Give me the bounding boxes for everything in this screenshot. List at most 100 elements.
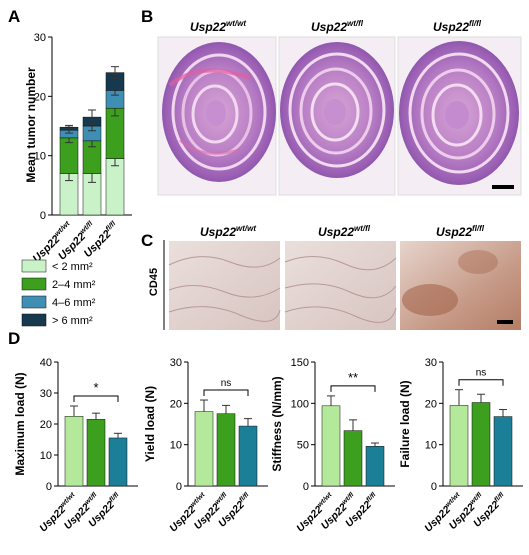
d-bar <box>194 411 214 487</box>
genotype-base: Usp22 <box>311 20 347 34</box>
a-y-tick-label: 20 <box>34 91 46 103</box>
d-y-tick-label: 100 <box>291 398 309 410</box>
genotype-sup: wt/fl <box>347 19 364 28</box>
panel-letter-b: B <box>141 7 153 26</box>
genotype-base: Usp22 <box>436 225 472 239</box>
panel-c-header-wt-wt: Usp22wt/wt <box>200 224 256 239</box>
panel-b-header-wt-wt: Usp22wt/wt <box>190 19 246 34</box>
d-ylabel: Stiffness (N/mm) <box>270 376 284 471</box>
d-bar <box>471 402 491 487</box>
genotype-base: Usp22 <box>200 225 236 239</box>
genotype-sup: fl/fl <box>472 224 485 233</box>
genotype-sup: wt/wt <box>226 19 246 28</box>
genotype-sup: wt/fl <box>469 491 484 506</box>
genotype-base: Usp22 <box>190 20 226 34</box>
a-legend-label: 2–4 mm² <box>52 279 96 291</box>
panel-c-header-wt-fl: Usp22wt/fl <box>318 224 371 239</box>
d-y-tick-label: 10 <box>170 440 182 452</box>
panel-b-header-wt-fl: Usp22wt/fl <box>311 19 364 34</box>
ihc-stain-region <box>402 284 458 316</box>
genotype-sup: wt/fl <box>84 491 99 506</box>
d-significance-label: ns <box>476 368 487 379</box>
panel-b-header-fl-fl: Usp22fl/fl <box>433 19 482 34</box>
a-legend-label: < 2 mm² <box>52 261 93 273</box>
panel-b-images: Usp22wt/wt Usp22wt/fl Usp22fl/fl <box>157 19 522 196</box>
scale-bar-c <box>497 320 513 324</box>
d-y-tick-label: 0 <box>46 481 52 493</box>
a-bar-segment <box>59 137 79 174</box>
genotype-sup: wt/wt <box>59 491 77 509</box>
he-image-fl-fl <box>399 41 519 185</box>
genotype-sup: wt/fl <box>341 491 356 506</box>
a-legend-swatch <box>21 295 47 309</box>
d-y-tick-label: 20 <box>170 398 182 410</box>
panel-c-row-label: CD45 <box>148 268 160 296</box>
d-bar <box>343 430 363 487</box>
a-y-tick-label: 30 <box>34 32 46 44</box>
d-ylabel: Failure load (N) <box>398 380 412 467</box>
genotype-base: Usp22 <box>318 225 354 239</box>
d-significance-label: ns <box>221 378 232 389</box>
d-significance-label: * <box>93 380 98 395</box>
d-y-tick-label: 30 <box>40 388 52 400</box>
panel-letter-d: D <box>8 329 20 348</box>
genotype-base: Usp22 <box>433 20 469 34</box>
panel-c-images: Usp22wt/wt Usp22wt/fl Usp22fl/fl CD45 <box>148 224 521 330</box>
d-bar <box>365 446 385 487</box>
he-image-wt-fl <box>280 42 394 178</box>
panel-letter-c: C <box>141 231 153 250</box>
svg-text:Usp22wt/fl: Usp22wt/fl <box>311 19 364 34</box>
genotype-sup: wt/fl <box>354 224 371 233</box>
panel-c-header-fl-fl: Usp22fl/fl <box>436 224 485 239</box>
d-bar <box>64 416 84 487</box>
a-bar-segment <box>105 158 125 216</box>
genotype-sup: wt/wt <box>444 491 462 509</box>
d-significance-bracket <box>458 379 504 386</box>
d-ylabel: Yield load (N) <box>143 386 157 462</box>
a-legend-label: > 6 mm² <box>52 315 93 327</box>
d-bar <box>216 413 236 487</box>
d-y-tick-label: 30 <box>170 357 182 369</box>
ihc-texture-wt-fl <box>284 256 397 323</box>
d-ylabel: Maximum load (N) <box>13 372 27 475</box>
panel-a-ylabel: Mean tumor number <box>24 67 38 183</box>
svg-text:Usp22fl/fl: Usp22fl/fl <box>433 19 482 34</box>
ihc-stain-region <box>458 250 498 274</box>
genotype-sup: wt/wt <box>189 491 207 509</box>
a-y-tick-label: 10 <box>34 151 46 163</box>
a-y-tick-label: 0 <box>40 210 46 222</box>
d-bar <box>238 425 258 487</box>
d-bar <box>108 437 128 487</box>
genotype-sup: wt/wt <box>236 224 256 233</box>
d-y-tick-label: 10 <box>40 450 52 462</box>
genotype-sup: fl/fl <box>493 491 506 504</box>
d-y-tick-label: 10 <box>425 440 437 452</box>
a-legend-swatch <box>21 277 47 291</box>
d-y-tick-label: 150 <box>291 357 309 369</box>
ihc-image-wt-fl <box>285 241 396 330</box>
svg-text:Usp22wt/wt: Usp22wt/wt <box>190 19 246 34</box>
genotype-sup: wt/fl <box>214 491 229 506</box>
d-y-tick-label: 20 <box>40 419 52 431</box>
scale-bar-b <box>492 185 514 189</box>
he-image-wt-wt <box>162 42 276 182</box>
ihc-image-fl-fl <box>400 241 521 330</box>
d-y-tick-label: 0 <box>176 481 182 493</box>
genotype-sup: wt/wt <box>316 491 334 509</box>
panel-a-legend: < 2 mm² 2–4 mm² 4–6 mm² > 6 mm² <box>21 259 96 327</box>
genotype-sup: fl/fl <box>238 491 251 504</box>
d-y-tick-label: 0 <box>431 481 437 493</box>
a-legend-swatch <box>21 313 47 327</box>
genotype-sup: fl/fl <box>469 19 482 28</box>
ihc-texture-wt-wt <box>168 256 281 322</box>
d-significance-bracket <box>73 395 119 403</box>
genotype-sup: fl/fl <box>108 491 121 504</box>
d-bar <box>449 405 469 487</box>
